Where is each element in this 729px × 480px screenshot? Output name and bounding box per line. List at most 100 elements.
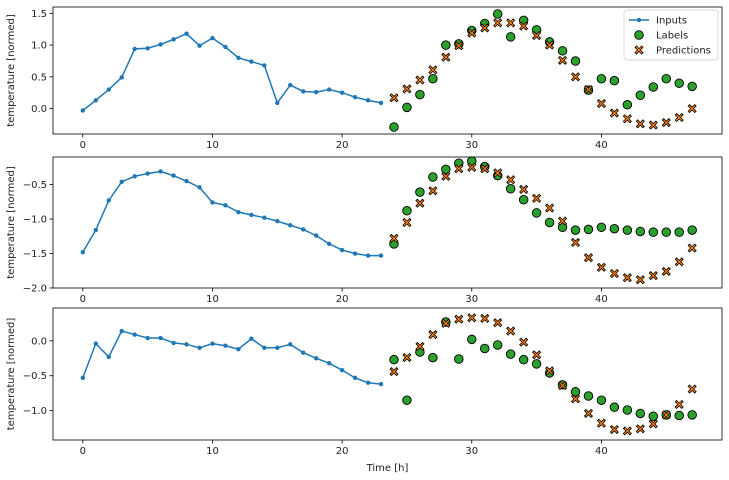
inputs-point	[378, 381, 384, 387]
predictions-point	[687, 243, 697, 253]
labels-point	[687, 81, 697, 92]
predictions-point	[506, 175, 516, 185]
inputs-point	[158, 335, 163, 341]
inputs-point	[365, 98, 371, 103]
labels-point	[648, 82, 659, 92]
labels-point	[687, 225, 697, 235]
labels-point	[635, 408, 646, 419]
inputs-point	[223, 343, 228, 348]
predictions-point	[493, 168, 503, 178]
inputs-point	[378, 253, 384, 258]
inputs-point	[145, 335, 150, 341]
inputs-point	[313, 89, 319, 95]
legend-labels-marker	[634, 30, 644, 40]
predictions-point	[493, 318, 503, 328]
labels-point	[428, 172, 438, 182]
inputs-point	[184, 342, 189, 347]
predictions-point	[519, 337, 529, 347]
inputs-point	[106, 198, 111, 203]
inputs-point	[339, 90, 345, 95]
predictions-point	[609, 268, 619, 279]
predictions-point	[570, 394, 581, 404]
predictions-point	[544, 203, 555, 213]
inputs-point	[210, 35, 215, 41]
predictions-point	[648, 419, 658, 429]
predictions-point	[583, 253, 594, 263]
predictions-point	[557, 216, 568, 226]
labels-point	[479, 161, 490, 172]
x-tick-label: 30	[465, 294, 478, 305]
x-tick-label: 10	[206, 446, 219, 457]
labels-point	[428, 352, 438, 363]
predictions-point	[532, 31, 542, 41]
labels-point	[505, 349, 516, 359]
predictions-point	[428, 329, 438, 340]
predictions-point	[519, 184, 529, 194]
x-tick-label: 20	[336, 140, 349, 151]
labels-point	[544, 368, 555, 378]
predictions-point	[635, 424, 645, 434]
inputs-point	[275, 345, 280, 351]
inputs-point	[365, 380, 371, 385]
inputs-point	[236, 347, 241, 352]
predictions-point	[674, 399, 684, 409]
y-tick-label: 0.0	[31, 336, 47, 347]
inputs-point	[158, 42, 163, 47]
predictions-point	[635, 275, 645, 285]
x-tick-label: 20	[336, 446, 349, 457]
labels-point	[583, 224, 594, 235]
labels-point	[609, 402, 620, 412]
x-tick-label: 0	[80, 446, 86, 457]
legend-box	[623, 9, 719, 61]
x-tick-label: 40	[595, 294, 608, 305]
y-axis-label: temperature [normed]	[6, 318, 17, 431]
inputs-point	[93, 98, 98, 103]
x-tick-label: 40	[595, 140, 608, 151]
inputs-point	[339, 247, 345, 253]
y-tick-label: −1.5	[23, 249, 47, 260]
inputs-point	[197, 185, 202, 190]
x-tick-label: 0	[80, 140, 86, 151]
predictions-point	[661, 118, 671, 128]
labels-point	[648, 227, 659, 237]
labels-point	[454, 354, 464, 364]
labels-point	[479, 343, 490, 354]
y-axis-label: temperature [normed]	[6, 14, 17, 127]
labels-point	[687, 410, 697, 420]
predictions-point	[506, 18, 516, 28]
inputs-point	[249, 336, 254, 341]
subplot-3: 0 10 20 30 40 −1.0 −0.5 0.0 temperature [normed]…	[6, 307, 723, 474]
labels-point	[428, 74, 438, 84]
inputs-point	[158, 169, 163, 174]
labels-point	[622, 405, 633, 415]
inputs-point	[184, 31, 189, 36]
axes-frame	[52, 156, 723, 289]
labels-point	[557, 46, 568, 56]
inputs-point	[352, 375, 358, 381]
labels-point	[609, 223, 620, 234]
predictions-point	[622, 426, 632, 436]
predictions-point	[454, 164, 464, 174]
labels-point	[402, 395, 412, 405]
predictions-point	[557, 380, 568, 391]
inputs-point	[171, 340, 176, 346]
predictions-point	[389, 366, 399, 377]
labels-point	[570, 56, 581, 66]
inputs-point	[171, 37, 176, 42]
predictions-point	[454, 41, 464, 51]
labels-point	[648, 411, 659, 422]
subplot-1: 0 10 20 30 40 0.0 0.5 1.0 1.5 temperature [normed…	[6, 6, 723, 151]
x-tick-label: 40	[595, 446, 608, 457]
labels-point	[389, 122, 399, 132]
predictions-point	[635, 119, 645, 129]
labels-point	[492, 340, 503, 350]
inputs-point	[210, 341, 215, 346]
labels-point	[402, 206, 412, 216]
predictions-point	[480, 164, 490, 174]
axes-frame	[52, 6, 723, 135]
labels-point	[402, 102, 412, 113]
inputs-point	[171, 173, 176, 178]
x-tick-label: 0	[80, 294, 86, 305]
predictions-point	[596, 98, 606, 109]
